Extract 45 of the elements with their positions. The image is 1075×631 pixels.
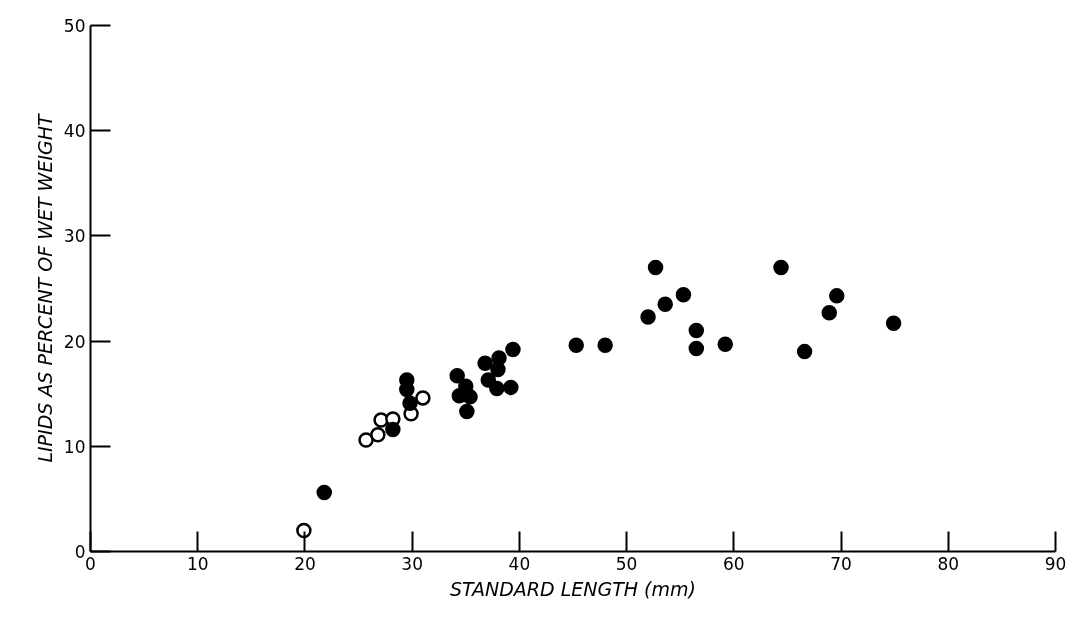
point <box>477 355 493 371</box>
point <box>491 350 507 366</box>
point <box>462 389 478 405</box>
point <box>415 390 431 406</box>
point <box>449 368 465 384</box>
x-tick-label: 70 <box>830 553 852 574</box>
x-tick-label: 60 <box>723 553 745 574</box>
y-tick-label: 30 <box>63 226 86 247</box>
y-tick-label: 20 <box>63 331 86 352</box>
point <box>688 322 705 339</box>
point <box>773 259 789 276</box>
point <box>316 484 332 501</box>
x-tick-label: 90 <box>1044 553 1067 574</box>
y-axis-title: LIPIDS AS PERCENT OF WET WEIGHT <box>33 112 56 463</box>
point <box>503 379 519 396</box>
x-tick-label: 20 <box>294 553 316 574</box>
x-tick-label: 10 <box>186 553 209 574</box>
point <box>489 380 505 397</box>
point <box>505 341 521 358</box>
point <box>717 336 734 352</box>
y-tick-label: 10 <box>63 436 86 457</box>
point <box>402 395 418 411</box>
point <box>640 309 656 325</box>
point <box>597 337 613 354</box>
point <box>647 259 664 276</box>
x-tick-label: 50 <box>615 553 638 574</box>
point <box>796 343 813 360</box>
point <box>821 304 838 321</box>
point <box>885 315 902 331</box>
point <box>568 337 584 354</box>
point <box>370 426 386 443</box>
point <box>459 403 475 420</box>
y-tick-label: 50 <box>63 16 86 36</box>
point <box>296 522 312 539</box>
point <box>688 340 705 357</box>
y-tick-label: 40 <box>63 121 86 142</box>
point <box>385 421 401 438</box>
point <box>358 432 374 448</box>
point <box>657 296 673 313</box>
x-tick-label: 80 <box>937 553 960 574</box>
point <box>675 287 692 303</box>
x-tick-label: 30 <box>401 553 423 574</box>
x-tick-label: 40 <box>508 553 531 574</box>
x-axis-title: STANDARD LENGTH (mm) <box>450 577 696 600</box>
point <box>829 288 845 304</box>
